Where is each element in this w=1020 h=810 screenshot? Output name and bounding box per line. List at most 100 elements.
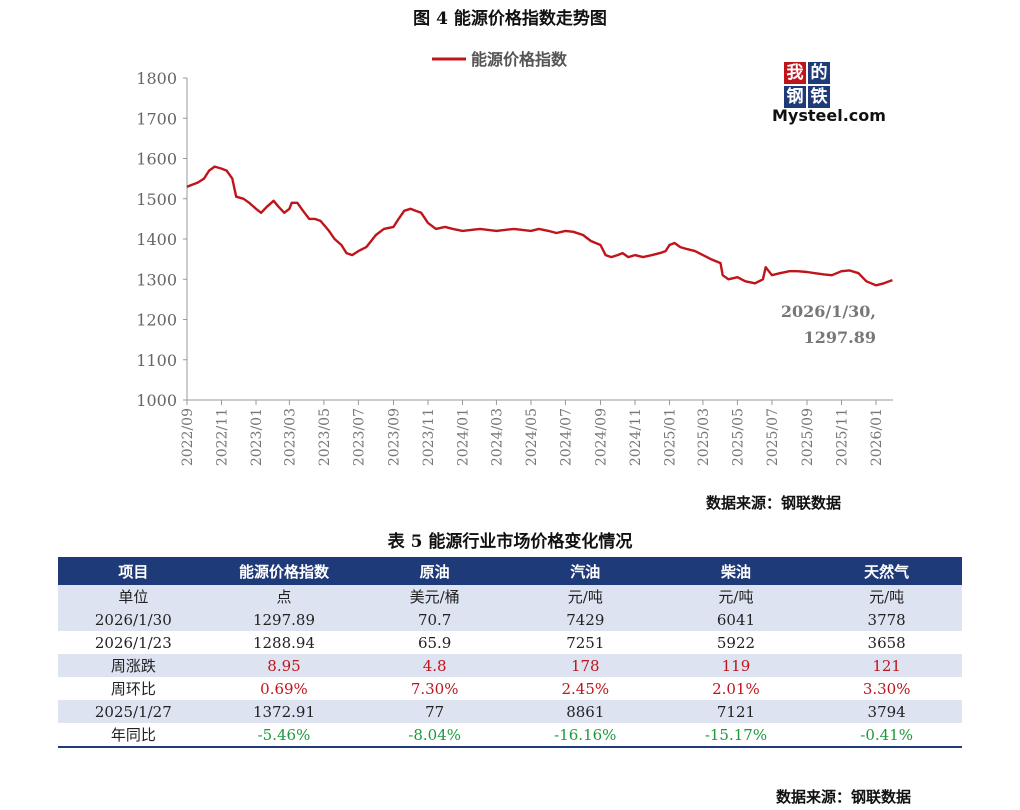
table-cell: 8.95 (208, 654, 360, 677)
table-cell: 65.9 (417, 633, 452, 652)
y-tick-label: 1700 (136, 109, 177, 128)
table-cell: -0.41% (811, 723, 962, 748)
mysteel-logo: 我 的 钢 铁 Mysteel.com (772, 60, 886, 130)
col-header-item: 项目 (58, 557, 209, 585)
table-cell: 2025/1/27 (58, 700, 209, 723)
logo-char: 的 (808, 62, 830, 84)
y-tick-label: 1500 (136, 190, 177, 209)
x-tick-label: 2024/03 (489, 408, 505, 466)
x-tick-label: 2023/03 (282, 408, 298, 466)
table-cell: 单位 (58, 585, 209, 608)
table-cell: 7.30% (410, 679, 459, 698)
table-cell: 点 (208, 585, 360, 608)
logo-char: 我 (784, 62, 806, 84)
table-cell: -5.46% (208, 723, 360, 748)
table-header-row: 项目 能源价格指数 原油 汽油 柴油 天然气 (58, 557, 962, 585)
table-cell: 7251 (566, 633, 605, 652)
table-cell: 年同比 (58, 723, 209, 748)
table-cell: 7121 (660, 700, 812, 723)
y-tick-label: 1100 (136, 351, 177, 370)
last-point-annotation: 2026/1/30, (781, 302, 876, 321)
y-tick-label: 1400 (136, 230, 177, 249)
table-cell: 1372.91 (208, 700, 360, 723)
figure-title: 图 4 能源价格指数走势图 (413, 9, 607, 29)
table-row-previous-week: 2026/1/23 1288.94 65.9 7251 5922 3658 (58, 631, 962, 654)
table-row-weekly-change: 周涨跌 8.95 4.8 178 119 121 (58, 654, 962, 677)
x-tick-label: 2025/07 (765, 408, 781, 466)
logo-char: 钢 (784, 86, 806, 108)
table-cell: 178 (509, 654, 661, 677)
table-cell: 元/吨 (811, 585, 962, 608)
table-cell: -8.04% (359, 723, 510, 748)
table-cell: 0.69% (260, 679, 308, 698)
last-point-annotation-value: 1297.89 (804, 328, 876, 347)
table-cell: 5922 (716, 633, 756, 652)
table-cell: 3658 (867, 633, 906, 652)
table-cell: 3794 (811, 700, 962, 723)
x-tick-label: 2023/11 (421, 408, 437, 466)
table-cell: -16.16% (509, 723, 661, 748)
x-tick-label: 2026/01 (869, 408, 885, 466)
y-tick-label: 1300 (136, 270, 177, 289)
table-source: 数据来源：钢联数据 (776, 788, 912, 806)
x-tick-label: 2024/09 (594, 408, 610, 466)
x-tick-label: 2025/09 (800, 408, 816, 466)
table-title: 表 5 能源行业市场价格变化情况 (387, 532, 633, 552)
table-cell: 3.30% (862, 679, 911, 698)
table-row-last-year: 2025/1/27 1372.91 77 8861 7121 3794 (58, 700, 962, 723)
x-tick-label: 2023/05 (317, 408, 333, 466)
table-cell: 3778 (811, 608, 962, 631)
x-tick-label: 2024/07 (558, 408, 574, 466)
table-cell: 6041 (660, 608, 812, 631)
table-cell: 周涨跌 (58, 654, 209, 677)
logo-wordmark: Mysteel.com (772, 106, 886, 125)
x-tick-label: 2024/11 (628, 408, 644, 466)
x-tick-label: 2025/11 (835, 408, 851, 466)
table-row-current: 2026/1/30 1297.89 70.7 7429 6041 3778 (58, 608, 962, 631)
table-cell: 4.8 (359, 654, 510, 677)
table-cell: 1288.94 (252, 633, 315, 652)
table-cell: 7429 (509, 608, 661, 631)
logo-char: 铁 (808, 86, 830, 108)
table-row-unit: 单位 点 美元/桶 元/吨 元/吨 元/吨 (58, 585, 962, 608)
energy-market-price-table: 项目 能源价格指数 原油 汽油 柴油 天然气 单位 点 美元/桶 元/吨 元/吨… (58, 557, 962, 748)
legend-label: 能源价格指数 (471, 50, 568, 69)
table-cell: 2.45% (561, 679, 610, 698)
col-header-diesel: 柴油 (660, 557, 812, 585)
table-cell: 77 (359, 700, 510, 723)
x-tick-label: 2024/01 (455, 408, 471, 466)
x-tick-label: 2022/11 (215, 408, 231, 466)
table-cell: 周环比 (110, 680, 156, 698)
table-row-yearly-pct: 年同比 -5.46% -8.04% -16.16% -15.17% -0.41% (58, 723, 962, 748)
x-tick-label: 2022/09 (180, 408, 196, 466)
energy-price-index-chart: 1000 1100 1200 1300 1400 1500 1600 1700 1800 2022… (136, 50, 893, 466)
table-cell: 121 (811, 654, 962, 677)
x-tick-label: 2025/05 (730, 408, 746, 466)
col-header-crude: 原油 (359, 557, 510, 585)
x-tick-label: 2023/01 (249, 408, 265, 466)
table-cell: 2026/1/23 (94, 633, 172, 652)
col-header-natural-gas: 天然气 (811, 557, 962, 585)
table-cell: -15.17% (660, 723, 812, 748)
index-series-line (186, 165, 893, 287)
col-header-gasoline: 汽油 (509, 557, 661, 585)
x-tick-label: 2025/03 (696, 408, 712, 466)
chart-source: 数据来源：钢联数据 (706, 494, 842, 512)
y-tick-label: 1600 (136, 150, 177, 169)
x-tick-label: 2024/05 (524, 408, 540, 466)
table-cell: 元/吨 (660, 585, 812, 608)
table-cell: 元/吨 (509, 585, 661, 608)
col-header-index: 能源价格指数 (208, 557, 360, 585)
x-tick-label: 2025/01 (663, 408, 679, 466)
table-cell: 8861 (509, 700, 661, 723)
table-cell: 119 (660, 654, 812, 677)
x-tick-label: 2023/09 (386, 408, 402, 466)
table-cell: 美元/桶 (359, 585, 510, 608)
table-cell: 2.01% (712, 679, 760, 698)
table-cell: 70.7 (359, 608, 510, 631)
y-tick-label: 1800 (136, 69, 177, 88)
y-tick-label: 1000 (136, 391, 177, 410)
table-cell: 1297.89 (208, 608, 360, 631)
x-tick-label: 2023/07 (351, 408, 367, 466)
table-row-weekly-pct: 周环比 0.69% 7.30% 2.45% 2.01% 3.30% (58, 677, 962, 700)
